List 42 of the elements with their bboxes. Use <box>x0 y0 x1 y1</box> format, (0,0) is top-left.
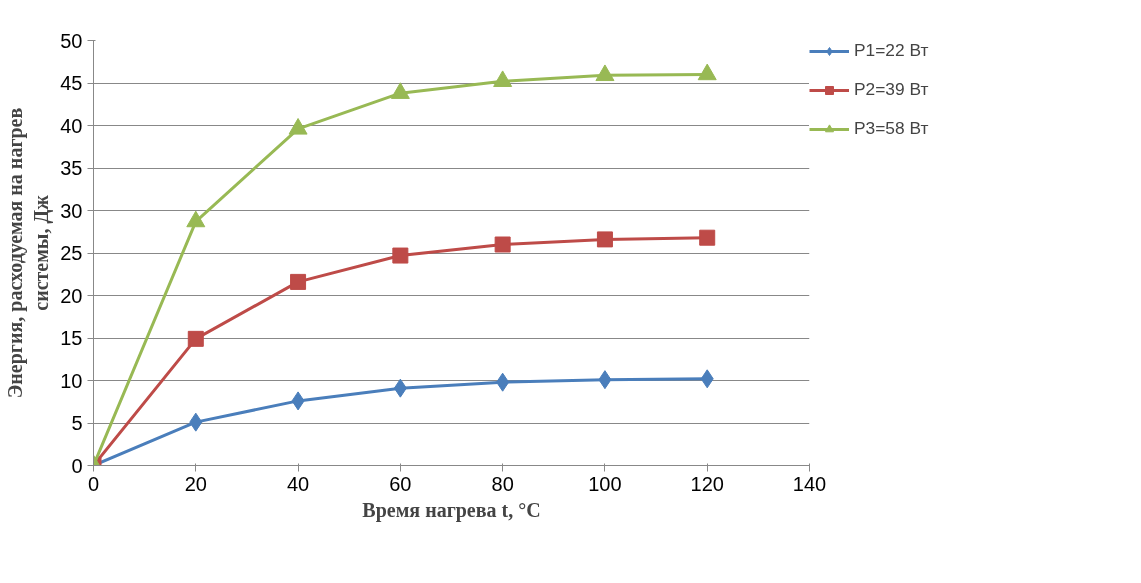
legend-label: P3=58 Вт <box>854 118 930 139</box>
y-tick-label: 40 <box>60 114 83 137</box>
x-tick-label: 140 <box>792 472 827 495</box>
x-axis-title: Время нагрева t, °C <box>362 498 541 522</box>
y-tick-label: 5 <box>71 412 83 434</box>
point <box>186 210 206 228</box>
y-tick-label: 20 <box>60 284 83 307</box>
point <box>697 63 717 81</box>
point <box>288 118 308 135</box>
x-tick-label: 40 <box>286 472 310 495</box>
y-tick-label: 45 <box>60 72 83 94</box>
point <box>390 82 410 99</box>
point <box>496 372 510 392</box>
legend-label: P1=22 Вт <box>854 40 930 61</box>
y-tick-label: 35 <box>60 157 83 179</box>
y-tick-label: 15 <box>60 327 83 349</box>
point <box>187 330 204 347</box>
y-tick-label: 0 <box>71 454 83 477</box>
y-tick-label: 25 <box>60 242 83 264</box>
point <box>494 236 511 253</box>
x-tick-label: 80 <box>491 472 514 495</box>
point <box>393 378 407 398</box>
x-tick-label: 60 <box>389 472 412 495</box>
point <box>598 370 612 390</box>
point <box>392 247 409 264</box>
point <box>596 231 613 248</box>
point <box>699 229 716 246</box>
x-tick-label: 100 <box>588 472 622 495</box>
y-axis-title: Энергия, расходуемая на нагрев системы, Дж <box>3 107 54 399</box>
point <box>493 70 513 87</box>
y-tick-label: 10 <box>60 369 83 392</box>
x-tick-label: 20 <box>184 472 207 495</box>
x-tick-label: 0 <box>87 472 100 495</box>
point <box>189 412 203 432</box>
x-tick-label: 120 <box>690 472 724 495</box>
y-tick-label: 30 <box>60 199 83 222</box>
point <box>290 273 307 290</box>
y-tick-label: 50 <box>60 29 83 52</box>
point <box>595 64 615 82</box>
legend-label: P2=39 Вт <box>854 79 930 100</box>
point <box>291 391 305 411</box>
point <box>700 369 714 389</box>
